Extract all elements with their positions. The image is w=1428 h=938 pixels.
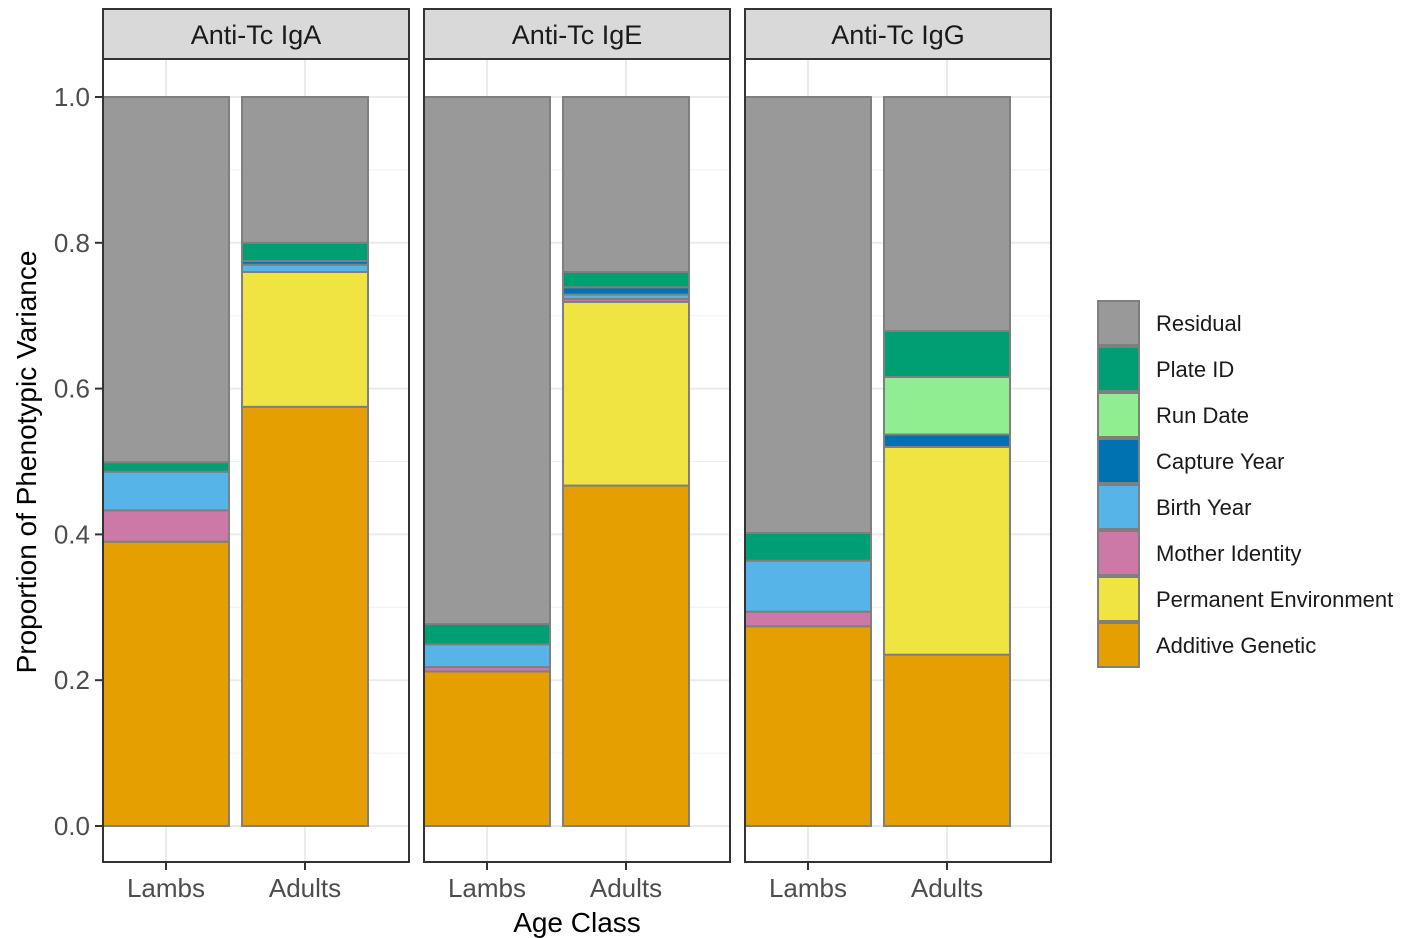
bar-anti-tc-ige-lambs [423,96,551,828]
bar-segment-additive-genetic [241,405,369,827]
bar-segment-additive-genetic [423,670,551,828]
legend-swatch [1097,438,1140,484]
legend-label: Run Date [1156,403,1249,428]
bar-segment-birth-year [102,470,230,512]
legend-item-run-date: Run Date [1097,392,1249,438]
y-tick-label: 0.0 [54,811,90,841]
facet-strip [423,8,731,60]
legend-item-mother-identity: Mother Identity [1097,530,1302,576]
bar-segment-birth-year [241,263,369,273]
facet-strip [744,8,1052,60]
y-tick-label: 0.4 [54,519,90,549]
bar-segment-plate-id [744,531,872,562]
bar-segment-additive-genetic [102,540,230,827]
legend: Residual Plate ID Run Date Capture Year Birt… [1097,300,1393,668]
bar-segment-permanent-environment [562,300,690,487]
facet-panel-anti-tc-iga: Anti-Tc IgA Lambs Adults [102,8,410,903]
legend-item-residual: Residual [1097,300,1242,346]
bar-anti-tc-iga-lambs [102,96,230,827]
y-tick-label: 1.0 [54,82,90,112]
bar-segment-mother-identity [744,610,872,628]
legend-item-birth-year: Birth Year [1097,484,1251,530]
y-tick-label: 0.6 [54,374,90,404]
bar-segment-plate-id [562,270,690,289]
y-axis: 0.0 0.2 0.4 0.6 0.8 1.0 [54,82,103,841]
y-tick-label: 0.8 [54,228,90,258]
x-tick-label: Lambs [769,873,847,903]
legend-label: Plate ID [1156,357,1234,382]
x-tick-label: Lambs [127,873,205,903]
legend-item-permanent-environment: Permanent Environment [1097,576,1393,622]
y-tick-label: 0.2 [54,665,90,695]
bar-segment-mother-identity [102,509,230,543]
x-axis-title: Age Class [513,907,641,938]
bar-anti-tc-igg-adults [883,96,1011,827]
bar-anti-tc-ige-adults [562,96,690,827]
facet-strip [102,8,410,60]
legend-swatch [1097,392,1140,438]
facet-strip-label: Anti-Tc IgE [512,20,643,50]
bar-segment-additive-genetic [883,653,1011,827]
bar-segment-residual [102,96,230,464]
bar-segment-residual [423,96,551,626]
legend-swatch [1097,484,1140,530]
legend-item-additive-genetic: Additive Genetic [1097,622,1316,668]
legend-label: Permanent Environment [1156,587,1393,612]
bar-segment-plate-id [423,623,551,646]
legend-swatch [1097,530,1140,576]
facet-panels: Anti-Tc IgA Lambs Adults Anti-Tc IgE Lambs Ad… [102,8,1052,903]
legend-swatch [1097,576,1140,622]
bar-segment-residual [883,96,1011,333]
facet-strip-label: Anti-Tc IgG [831,20,965,50]
bar-segment-residual [562,96,690,273]
bar-segment-birth-year [423,643,551,669]
legend-swatch [1097,622,1140,668]
legend-label: Birth Year [1156,495,1251,520]
bar-segment-plate-id [241,241,369,263]
facet-strip-label: Anti-Tc IgA [191,20,322,50]
bar-segment-residual [241,96,369,244]
legend-label: Residual [1156,311,1242,336]
legend-item-plate-id: Plate ID [1097,346,1234,392]
bar-segment-additive-genetic [744,625,872,828]
x-tick-label: Adults [911,873,983,903]
facet-panel-anti-tc-igg: Anti-Tc IgG Lambs Adults [744,8,1052,903]
x-tick-label: Adults [590,873,662,903]
bar-segment-residual [744,96,872,534]
x-tick-label: Adults [269,873,341,903]
legend-item-capture-year: Capture Year [1097,438,1284,484]
x-tick-label: Lambs [448,873,526,903]
legend-label: Capture Year [1156,449,1284,474]
legend-swatch [1097,300,1140,346]
legend-swatch [1097,346,1140,392]
y-axis-title: Proportion of Phenotypic Variance [11,251,42,674]
bar-segment-permanent-environment [241,270,369,408]
bar-segment-capture-year [562,286,690,296]
facet-panel-anti-tc-ige: Anti-Tc IgE Lambs Adults [423,8,731,903]
bar-segment-permanent-environment [883,445,1011,656]
legend-label: Mother Identity [1156,541,1302,566]
bar-anti-tc-igg-lambs [744,96,872,828]
bar-segment-birth-year [744,559,872,613]
bar-segment-additive-genetic [562,484,690,827]
legend-label: Additive Genetic [1156,633,1316,658]
bar-segment-capture-year [883,433,1011,448]
bar-segment-plate-id [883,330,1011,378]
bar-anti-tc-iga-adults [241,96,369,827]
bar-segment-plate-id [102,461,230,473]
bar-segment-run-date [883,375,1011,436]
